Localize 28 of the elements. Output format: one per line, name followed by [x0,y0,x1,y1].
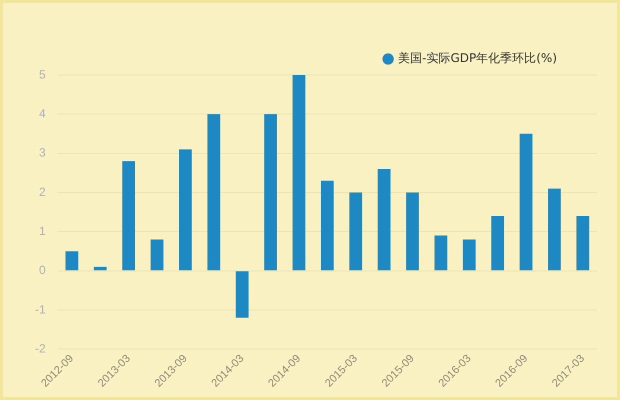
bar [378,168,390,270]
bar [520,134,532,270]
bar [264,114,277,270]
y-tick-label: 4 [38,106,46,120]
bar [406,192,419,270]
bar [548,188,561,270]
bar [491,216,504,270]
bar [94,266,107,270]
y-tick-label: 5 [38,67,46,82]
bar [462,239,476,270]
bar [320,180,334,270]
legend-label: 美国-实际GDP年化季环比(%) [398,51,558,66]
bar [150,239,164,270]
bar [179,149,192,270]
bar [236,271,249,318]
y-tick-label: 2 [38,184,46,199]
bar [122,161,136,270]
y-tick-label: 3 [38,146,46,160]
bar [434,236,448,270]
bar [576,216,590,270]
bar [292,75,306,270]
y-tick-label: 1 [38,224,46,238]
y-tick-label: 0 [38,263,46,278]
bar [207,114,220,270]
y-tick-label: -1 [35,302,46,316]
bar [349,192,362,270]
bar [65,251,78,270]
y-tick-label: -2 [35,341,46,356]
